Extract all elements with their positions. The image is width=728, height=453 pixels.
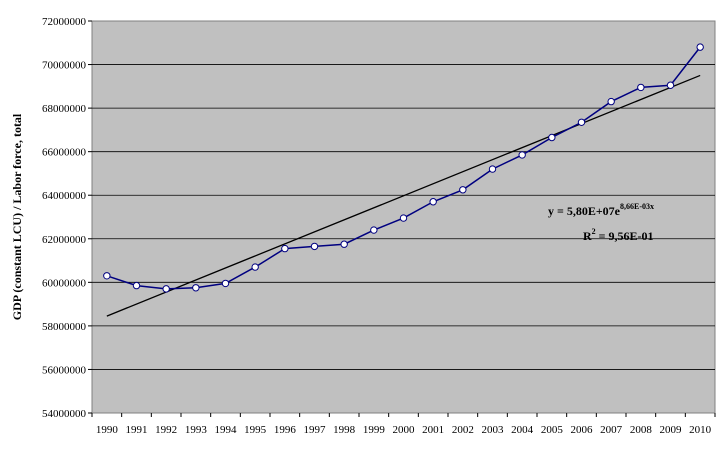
x-tick-label: 2010 [689,424,712,436]
data-point [251,263,259,271]
x-axis-ticks: 1990 1991 1992 1993 1994 1995 1996 1997 1998 1999… [91,413,716,436]
data-point [221,279,230,288]
data-point [310,242,319,251]
x-tick-label: 1990 [96,424,119,436]
y-tick-label: 60000000 [42,277,87,289]
data-point [132,281,141,290]
x-tick-label: 2001 [422,424,444,436]
y-tick-label: 54000000 [42,408,87,420]
data-point [518,151,526,159]
y-tick-label: 70000000 [42,60,87,72]
data-point [370,226,378,234]
data-point [103,272,111,280]
x-tick-label: 1995 [244,424,267,436]
data-point [459,186,467,194]
x-tick-label: 2007 [600,424,623,436]
data-point [666,81,675,89]
x-tick-label: 2009 [660,424,683,436]
data-point [340,240,348,248]
data-point [488,165,497,173]
x-tick-label: 1993 [185,424,208,436]
x-tick-label: 1992 [155,424,177,436]
y-axis-ticks: 54000000 56000000 58000000 60000000 62000000… [42,16,92,420]
x-tick-label: 1996 [274,424,297,436]
trendline [106,74,701,317]
data-point [696,43,704,51]
y-tick-label: 62000000 [42,234,87,246]
trendline-equation: y = 5,80E+07e8,66E-03x [548,202,654,218]
data-point [399,214,408,222]
y-tick-label: 64000000 [42,190,87,202]
data-point [162,285,170,293]
x-tick-label: 1997 [304,424,327,436]
data-point [548,133,556,142]
x-tick-label: 2004 [511,424,534,436]
x-tick-label: 2002 [452,424,474,436]
data-point [281,244,289,253]
data-point [192,284,200,292]
x-tick-label: 2005 [541,424,564,436]
data-point [429,198,437,206]
y-tick-label: 56000000 [42,364,87,376]
data-point [607,97,615,106]
y-tick-label: 72000000 [42,16,87,28]
x-tick-label: 2003 [482,424,505,436]
x-tick-label: 1991 [126,424,148,436]
x-tick-label: 2000 [393,424,416,436]
data-point [637,83,645,92]
data-point [577,118,586,126]
trendline-r-squared: R2 = 9,56E-01 [583,227,654,243]
y-tick-label: 58000000 [42,321,87,333]
x-tick-label: 1998 [333,424,356,436]
y-axis-title: GDP (constant LCU) / Labor force, total [10,113,24,320]
x-tick-label: 1999 [363,424,386,436]
x-tick-label: 1994 [215,424,238,436]
y-tick-label: 66000000 [42,147,87,159]
series-points [103,43,704,293]
x-tick-label: 2008 [630,424,653,436]
x-tick-label: 2006 [571,424,594,436]
y-tick-label: 68000000 [42,103,87,115]
